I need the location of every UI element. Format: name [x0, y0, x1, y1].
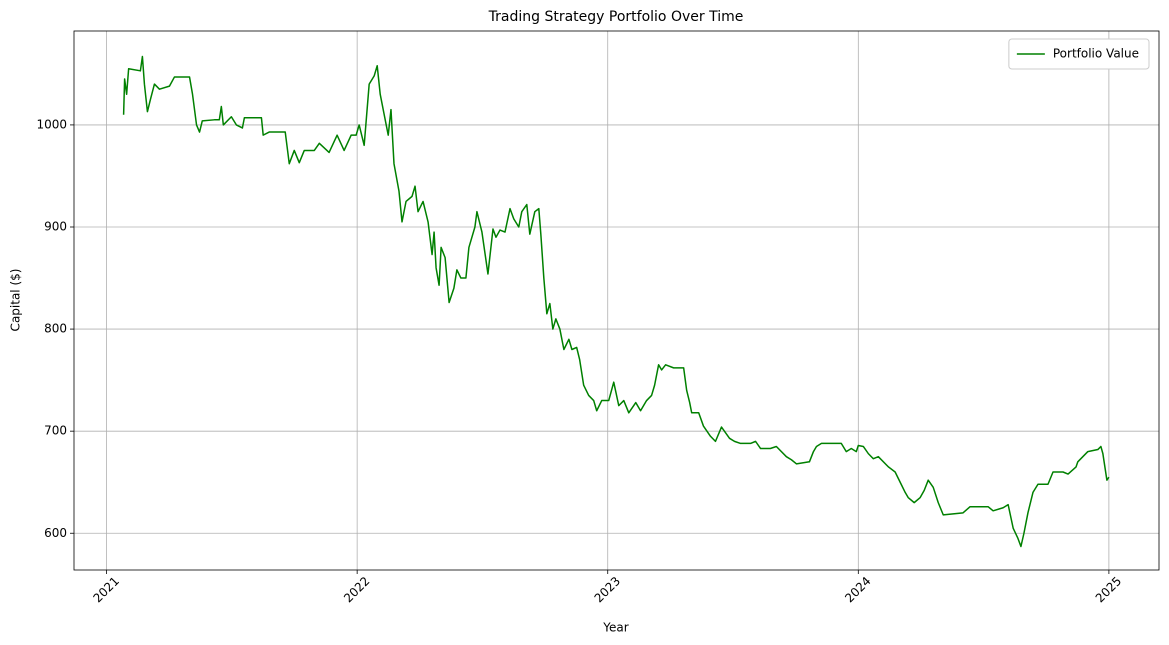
y-axis-label: Capital ($) [9, 269, 23, 332]
x-tick-label: 2023 [592, 574, 623, 605]
x-axis-label: Year [602, 621, 628, 635]
plot-frame [73, 30, 1160, 571]
y-tick-label: 900 [44, 220, 67, 234]
x-tick-label: 2024 [842, 574, 873, 605]
chart-title: Trading Strategy Portfolio Over Time [488, 9, 744, 25]
y-tick-label: 600 [44, 526, 67, 540]
x-tick-label: 2025 [1093, 574, 1124, 605]
legend-box [1008, 38, 1150, 70]
y-tick-label: 700 [44, 424, 67, 438]
data-line [122, 55, 1110, 548]
x-tick-label: 2021 [90, 574, 121, 605]
legend: Portfolio Value [1008, 38, 1150, 70]
x-tick-label: 2022 [341, 574, 372, 605]
y-tick-label: 1000 [36, 117, 67, 131]
legend-label: Portfolio Value [1053, 47, 1139, 61]
y-tick-label: 800 [44, 322, 67, 336]
